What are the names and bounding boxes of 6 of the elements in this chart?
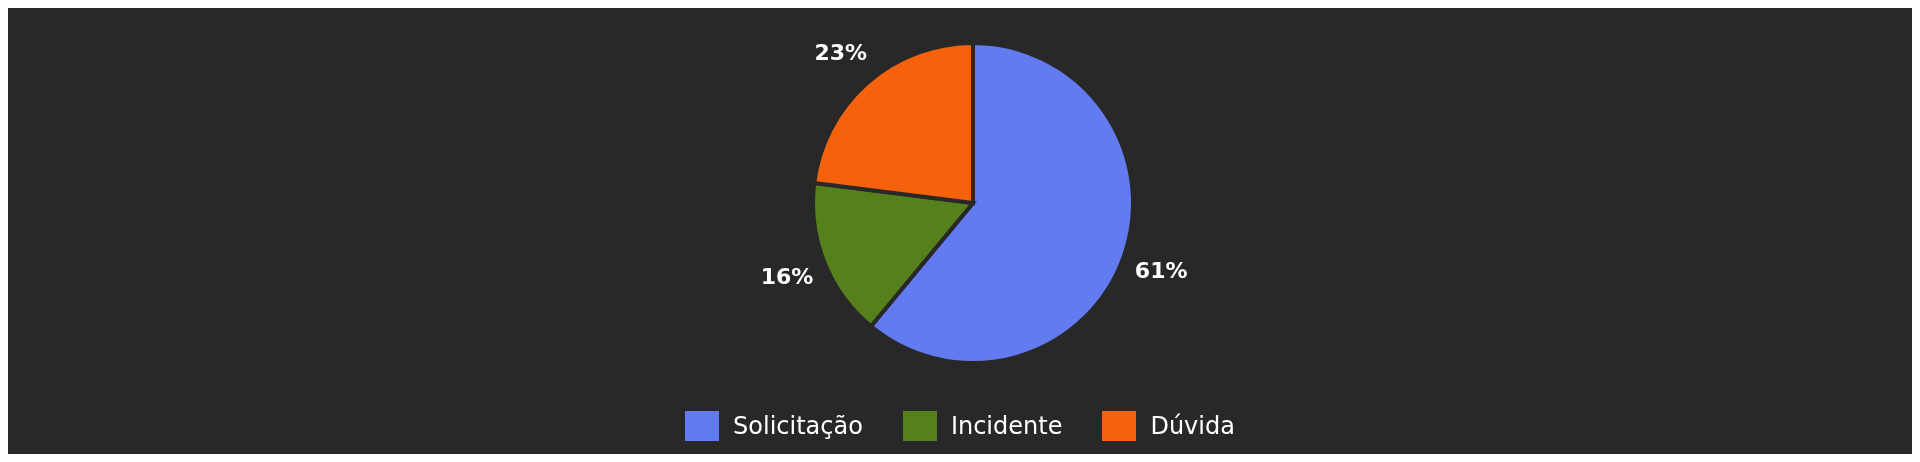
- data-label: 16%: [760, 264, 814, 290]
- legend-label: Incidente: [950, 412, 1063, 440]
- data-label: 23%: [814, 40, 868, 66]
- legend-label: Solicitação: [733, 412, 863, 440]
- data-label: 61%: [1134, 258, 1188, 284]
- legend-label: Dúvida: [1150, 412, 1235, 440]
